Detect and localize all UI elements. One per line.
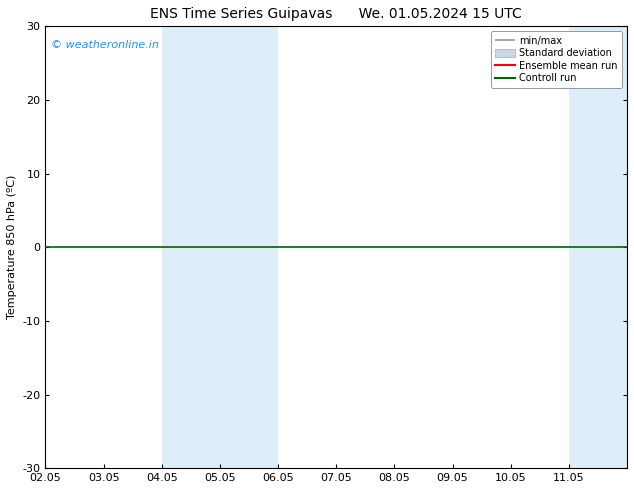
Legend: min/max, Standard deviation, Ensemble mean run, Controll run: min/max, Standard deviation, Ensemble me… xyxy=(491,31,622,88)
Bar xyxy=(569,26,634,468)
Title: ENS Time Series Guipavas      We. 01.05.2024 15 UTC: ENS Time Series Guipavas We. 01.05.2024 … xyxy=(150,7,522,21)
Text: © weatheronline.in: © weatheronline.in xyxy=(51,40,159,49)
Bar xyxy=(162,26,278,468)
Y-axis label: Temperature 850 hPa (ºC): Temperature 850 hPa (ºC) xyxy=(7,175,17,319)
